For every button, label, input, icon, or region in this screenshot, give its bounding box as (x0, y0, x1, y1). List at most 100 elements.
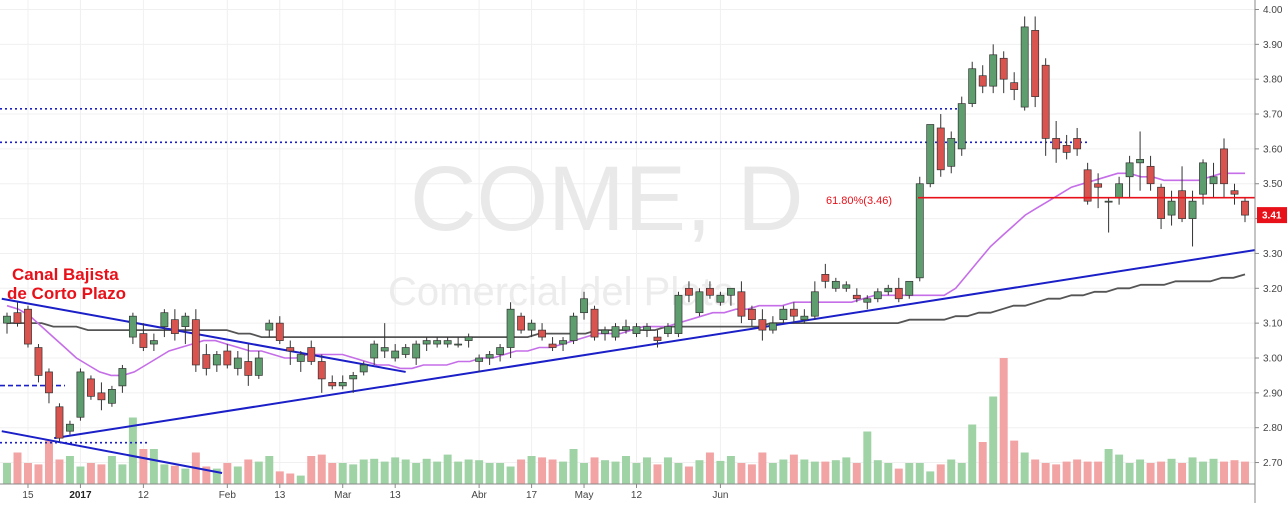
candle-body-47 (496, 347, 505, 355)
candle-body-78 (821, 274, 830, 282)
trend-upper-channel (1, 297, 406, 373)
candle-body-20 (212, 354, 221, 366)
candle-61 (643, 323, 651, 338)
candle-89 (936, 114, 945, 177)
volume-bar-91 (957, 463, 966, 484)
candle-6 (66, 420, 74, 435)
volume-bar-85 (894, 468, 903, 484)
dotted-levels (0, 108, 1090, 444)
candle-body-25 (265, 322, 274, 331)
channel-annotation: Canal Bajista de Corto Plazo (7, 265, 126, 303)
candle-101 (1062, 134, 1071, 160)
candle-20 (212, 351, 221, 372)
trend-lines (1, 248, 1256, 474)
candle-body-17 (181, 315, 190, 327)
candle-0 (3, 312, 11, 334)
candle-body-89 (936, 127, 945, 171)
candle-body-43 (454, 343, 463, 346)
candle-body-36 (380, 347, 389, 352)
candle-body-31 (328, 382, 337, 387)
candle-30 (317, 354, 326, 393)
candle-body-96 (1010, 82, 1019, 90)
volume-bar-13 (139, 449, 148, 484)
candle-body-67 (706, 287, 714, 296)
candle-body-3 (34, 347, 43, 376)
candle-53 (559, 337, 567, 352)
candle-body-62 (653, 336, 662, 341)
candle-body-55 (580, 298, 588, 314)
volume-bar-55 (580, 463, 589, 484)
candle-87 (915, 176, 924, 282)
candle-body-85 (894, 287, 903, 300)
volume-bar-68 (716, 460, 725, 484)
volume-bar-15 (160, 464, 169, 484)
candle-54 (569, 312, 578, 345)
candle-91 (957, 96, 966, 156)
candle-body-32 (338, 382, 347, 387)
volume-bar-27 (286, 473, 295, 484)
candle-body-10 (107, 389, 116, 404)
volume-bar-63 (663, 457, 672, 484)
candle-86 (905, 280, 914, 299)
volume-bar-98 (1031, 459, 1040, 484)
volume-bar-17 (181, 468, 190, 484)
volume-bar-103 (1083, 461, 1092, 484)
candle-body-13 (139, 333, 148, 348)
candle-body-61 (643, 326, 651, 331)
volume-bar-23 (244, 459, 253, 484)
candle-105 (1104, 197, 1113, 233)
candle-97 (1020, 16, 1029, 111)
candle-body-23 (244, 361, 253, 376)
volume-bar-81 (852, 463, 861, 484)
candle-body-7 (76, 371, 85, 418)
candle-102 (1073, 127, 1082, 156)
candle-body-75 (789, 308, 798, 317)
candle-body-21 (223, 350, 232, 366)
candle-111 (1167, 190, 1176, 226)
annotation-line1: Canal Bajista (12, 265, 119, 284)
candle-28 (296, 351, 305, 372)
volume-bar-59 (622, 456, 630, 484)
candle-body-24 (254, 357, 263, 376)
candle-body-52 (548, 343, 557, 348)
candle-body-33 (349, 375, 358, 380)
watermark-symbol: COME, D (410, 148, 804, 250)
candle-body-109 (1146, 165, 1155, 185)
candle-5 (55, 403, 64, 442)
volume-bar-102 (1073, 459, 1082, 484)
candle-10 (107, 385, 116, 407)
candle-body-100 (1052, 138, 1061, 150)
candle-77 (810, 281, 819, 320)
candle-15 (160, 309, 169, 338)
candle-body-77 (810, 291, 819, 317)
volume-bar-108 (1136, 459, 1145, 484)
candle-16 (170, 309, 179, 341)
candle-52 (548, 337, 557, 352)
candle-body-97 (1020, 26, 1029, 108)
candle-body-35 (370, 343, 379, 359)
candle-body-34 (359, 364, 368, 373)
candle-37 (391, 344, 400, 362)
volume-bar-110 (1157, 461, 1166, 484)
candle-24 (254, 351, 263, 379)
candle-51 (538, 323, 546, 341)
time-axis: 15 2017 12 Feb 13 Mar 13 Abr 17 May 12 Jun (0, 483, 1255, 501)
volume-bar-30 (317, 454, 326, 484)
candle-body-74 (779, 308, 788, 321)
volume-bar-104 (1094, 461, 1103, 484)
volume-bar-35 (370, 458, 379, 484)
volume-bar-6 (65, 456, 74, 484)
watermark: COME, D Comercial del Plata (388, 148, 804, 314)
candle-117 (1230, 183, 1239, 205)
candle-113 (1188, 190, 1197, 247)
price-tick-label-4: 3.60 (1263, 144, 1283, 155)
volume-bar-5 (55, 459, 64, 484)
candle-body-91 (957, 103, 966, 150)
time-tick-label-1: 2017 (69, 490, 92, 501)
candle-19 (202, 344, 211, 376)
candle-body-56 (590, 308, 599, 338)
volume-bar-99 (1041, 463, 1050, 484)
candle-body-51 (538, 329, 546, 338)
volume-bar-29 (307, 456, 316, 484)
candle-body-79 (831, 280, 840, 289)
